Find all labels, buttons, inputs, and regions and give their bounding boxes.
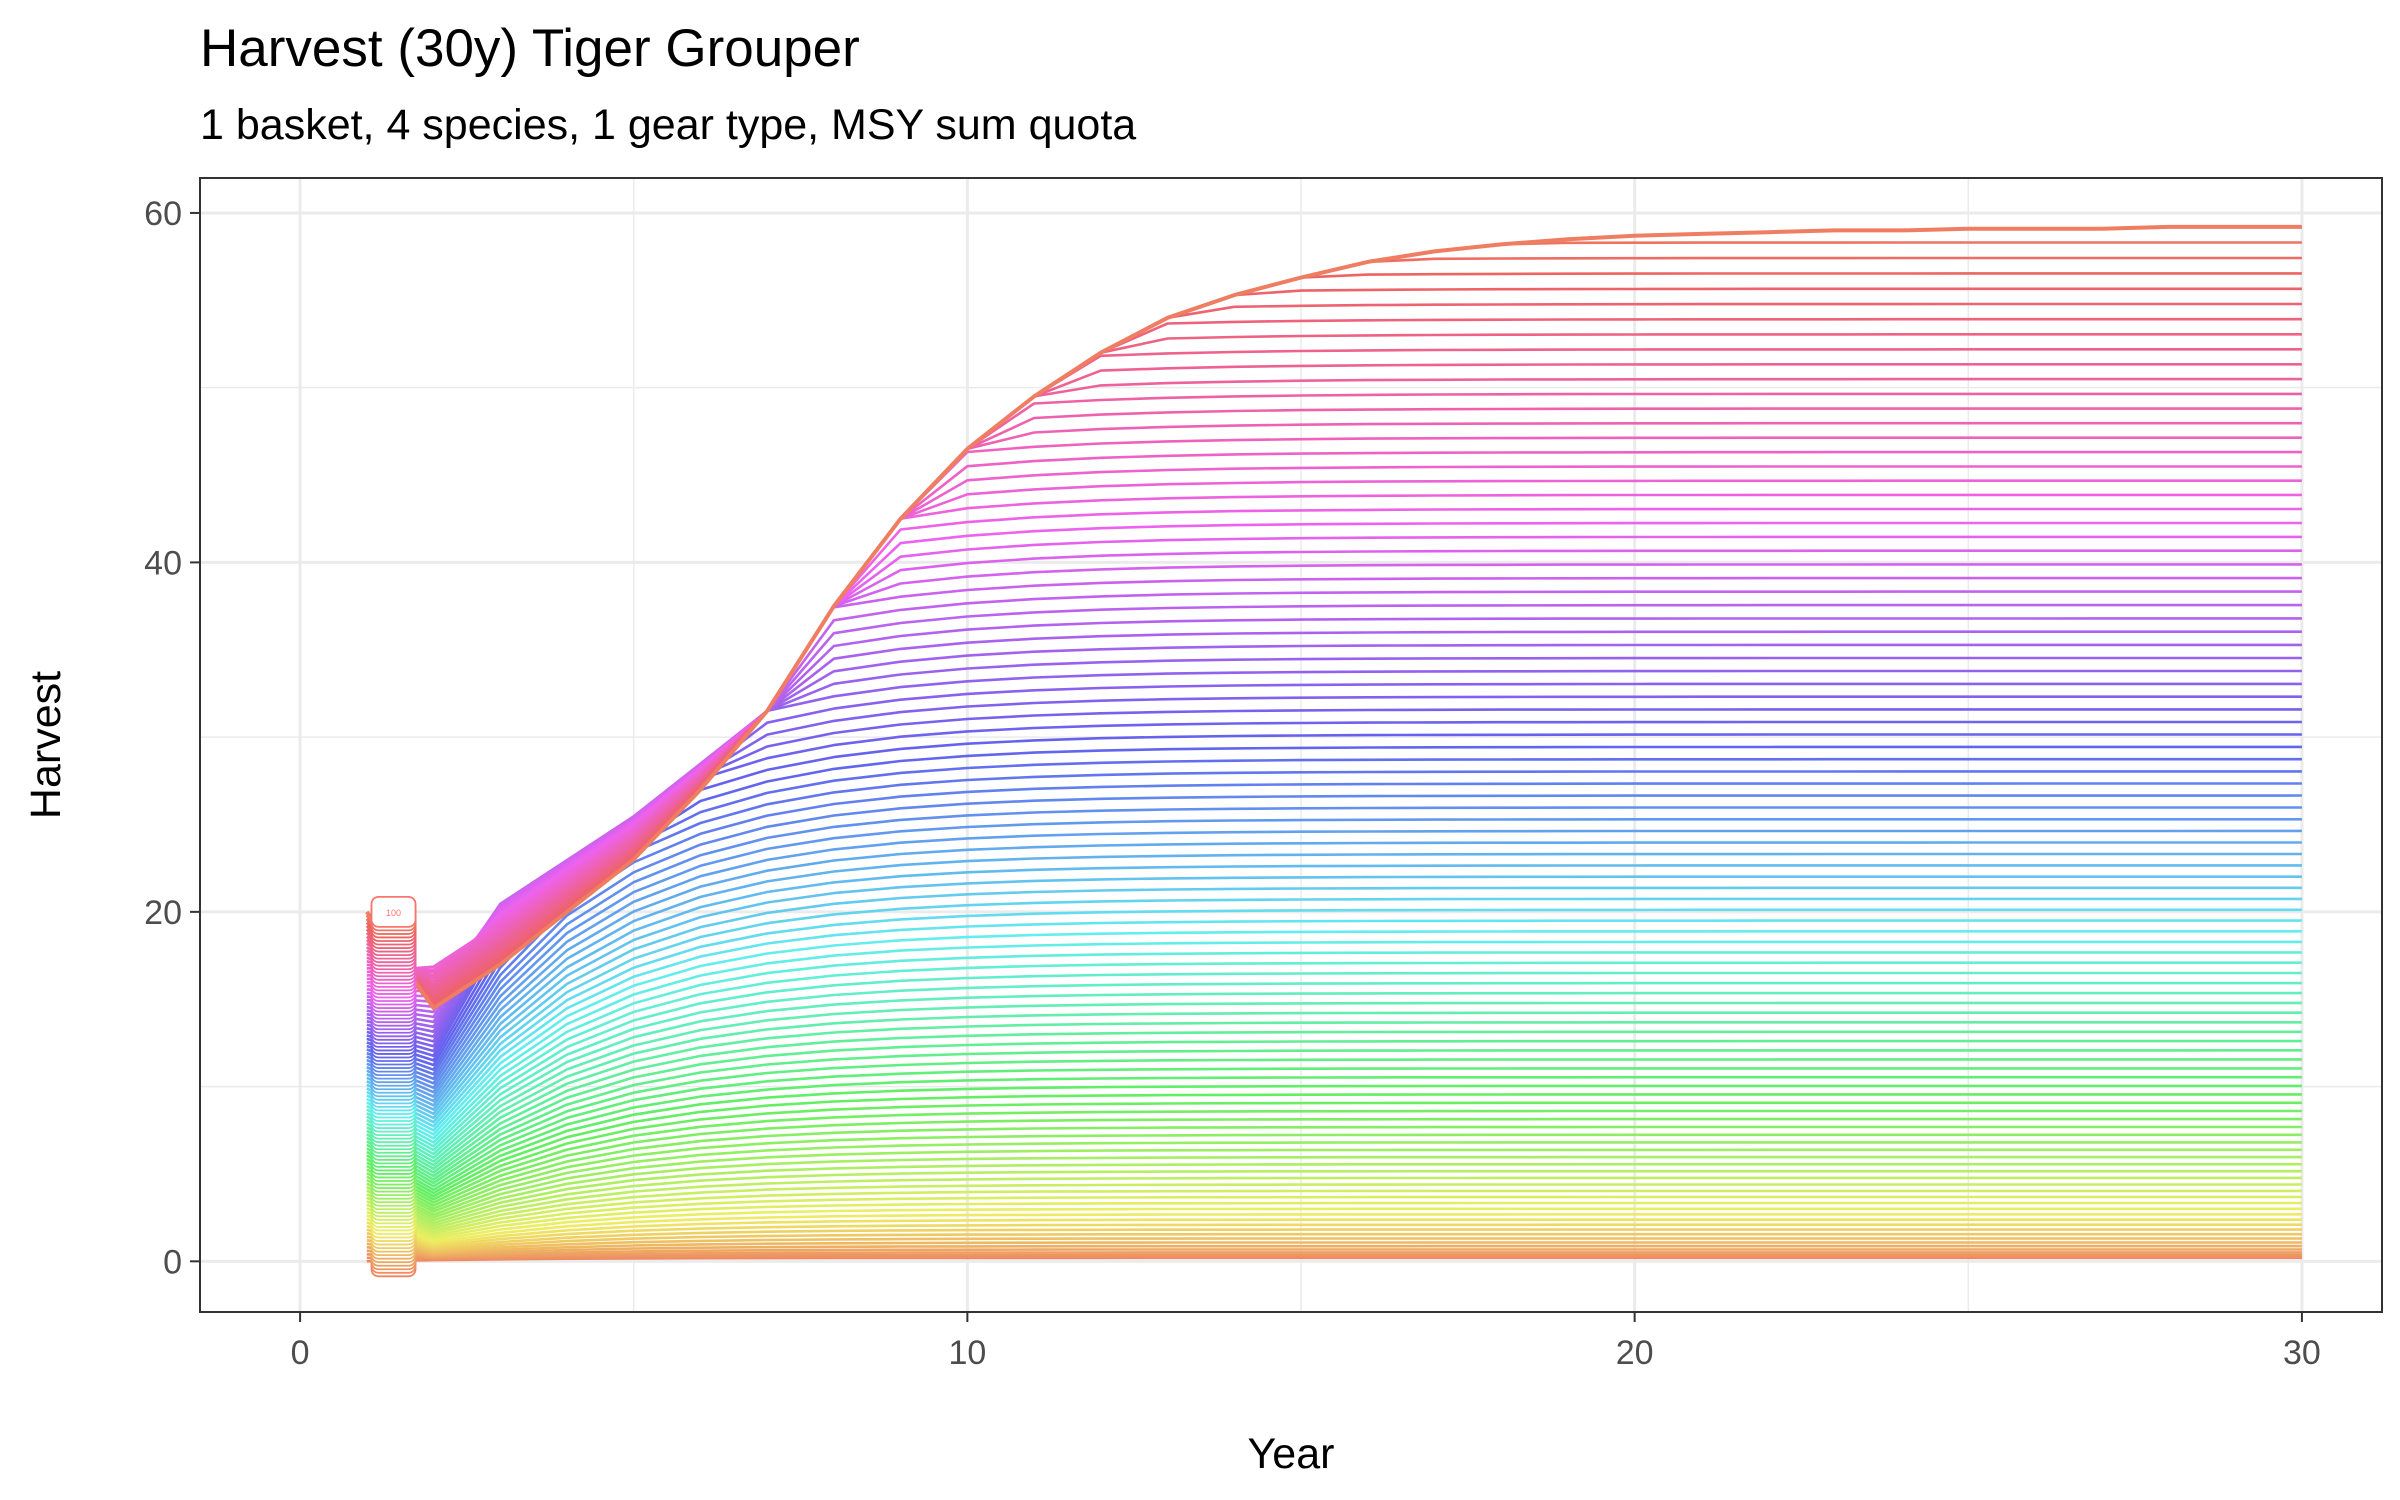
series-line (366, 930, 2302, 1136)
series-line (366, 951, 2302, 1144)
series-line (366, 1207, 2302, 1242)
series-line (366, 1169, 2302, 1227)
series-line (366, 886, 2302, 1120)
series-line (366, 864, 2302, 1111)
series-line (366, 576, 2302, 1004)
x-tick-label: 30 (2283, 1334, 2321, 1372)
series-line (366, 363, 2302, 992)
marker-layer: 100 (370, 895, 417, 1278)
y-tick-label: 20 (144, 894, 182, 932)
chart-subtitle: 1 basket, 4 species, 1 gear type, MSY su… (200, 101, 1137, 149)
series-line (366, 1075, 2302, 1191)
series-line (366, 1084, 2302, 1195)
series-layer (365, 224, 2302, 1263)
series-line (366, 818, 2302, 1094)
series-line (366, 1253, 2302, 1260)
chart-title: Harvest (30y) Tiger Grouper (200, 19, 860, 78)
series-line (366, 1195, 2302, 1237)
series-line (366, 1109, 2302, 1204)
series-line (365, 224, 2302, 1010)
axis-layer: 0 10 20 30 0 20 40 60 (144, 195, 2321, 1372)
y-tick-label: 60 (144, 195, 182, 233)
x-tick-label: 20 (1616, 1334, 1654, 1372)
series-line (366, 1049, 2302, 1181)
series-line (366, 1039, 2302, 1178)
series-line (366, 991, 2302, 1159)
series-line (366, 770, 2302, 1076)
series-line (366, 1030, 2302, 1174)
series-line (366, 1189, 2302, 1235)
series-line (366, 1001, 2302, 1163)
series-line (366, 1218, 2302, 1246)
y-tick-label: 0 (163, 1243, 182, 1281)
series-line (366, 806, 2302, 1090)
series-line (366, 1228, 2302, 1250)
series-line (366, 1148, 2302, 1219)
start-marker-label: 100 (386, 908, 401, 918)
series-line (366, 908, 2302, 1128)
series-line (365, 333, 2302, 998)
series-line (366, 782, 2302, 1081)
series-line (366, 1238, 2302, 1255)
series-line (366, 919, 2302, 1132)
x-axis-title: Year (1248, 1430, 1335, 1478)
start-marker (370, 895, 417, 928)
series-line (366, 1176, 2302, 1230)
series-line (366, 1101, 2302, 1201)
series-line (366, 1117, 2302, 1207)
series-line (366, 961, 2302, 1148)
series-line (366, 745, 2302, 1067)
series-line (366, 1125, 2302, 1210)
series-line (366, 841, 2302, 1103)
series-line (366, 897, 2302, 1124)
series-line (366, 1245, 2302, 1258)
series-line (366, 1093, 2302, 1198)
series-line (366, 1155, 2302, 1222)
series-line (366, 1242, 2302, 1257)
series-line (366, 1067, 2302, 1188)
series-line (366, 1021, 2302, 1171)
series-line (366, 829, 2302, 1098)
series-line (366, 940, 2302, 1140)
panel-border (199, 177, 2383, 1313)
series-line (366, 1058, 2302, 1185)
series-line (366, 1201, 2302, 1240)
series-line (366, 794, 2302, 1085)
series-line (366, 1162, 2302, 1225)
series-line (366, 1235, 2302, 1254)
series-line (366, 1223, 2302, 1248)
series-line (366, 1231, 2302, 1252)
series-line (366, 421, 2302, 980)
series-line (366, 436, 2302, 977)
series-line (366, 450, 2302, 974)
series-line (366, 1183, 2302, 1233)
series-line (366, 656, 2302, 1033)
series-line (366, 757, 2302, 1071)
series-line (366, 1141, 2302, 1216)
series-line (366, 1011, 2302, 1167)
series-line (366, 852, 2302, 1107)
x-tick-label: 0 (291, 1334, 310, 1372)
series-line (366, 971, 2302, 1152)
series-line (366, 1255, 2302, 1261)
y-tick-label: 40 (144, 544, 182, 582)
series-line (366, 981, 2302, 1156)
series-line (366, 1133, 2302, 1213)
x-tick-label: 10 (948, 1334, 986, 1372)
series-line (366, 875, 2302, 1116)
y-axis-title: Harvest (22, 671, 70, 819)
series-line (366, 1249, 2302, 1259)
series-line (366, 1213, 2302, 1244)
